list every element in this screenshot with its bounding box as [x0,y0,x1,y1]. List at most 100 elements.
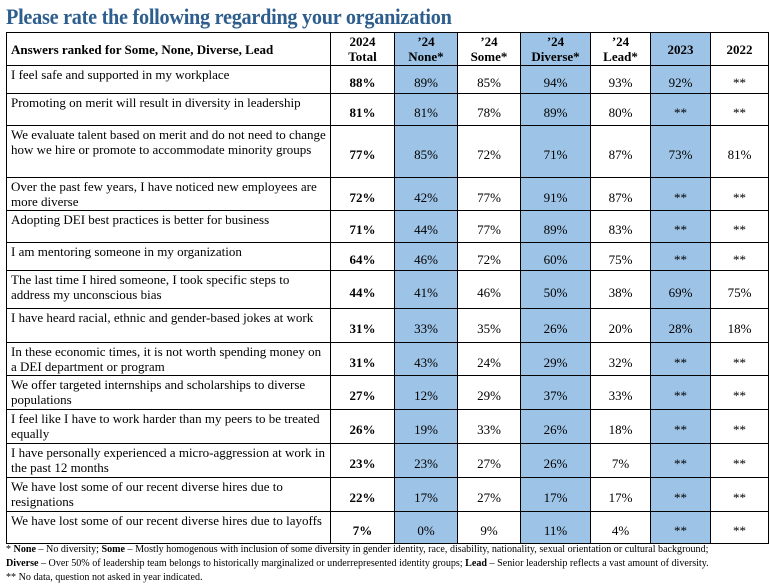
value-cell: 22% [330,477,395,512]
value-cell: 27% [330,375,395,410]
footnotes: * None – No diversity; Some – Mostly hom… [6,543,741,585]
def-none: – No diversity; [35,544,102,555]
page-title: Please rate the following regarding your… [6,4,452,29]
table-row: I have heard racial, ethnic and gender-b… [6,308,769,343]
table-row: We evaluate talent based on merit and do… [6,125,769,178]
value-cell: 26% [520,308,591,343]
question-cell: The last time I hired someone, I took sp… [6,270,331,309]
value-cell: ** [710,375,769,410]
value-cell: 89% [394,65,458,94]
value-cell: 94% [520,65,591,94]
value-cell: 87% [590,125,651,178]
value-cell: ** [650,477,711,512]
value-cell: 71% [330,210,395,243]
value-cell: 24% [457,342,521,376]
value-cell: 81% [710,125,769,178]
term-none: None [13,544,36,555]
value-cell: 29% [457,375,521,410]
footnote-no-data: ** No data, question not asked in year i… [6,572,203,583]
value-cell: 33% [394,308,458,343]
value-cell: ** [710,93,769,126]
value-cell: 89% [520,93,591,126]
question-cell: I feel like I have to work harder than m… [6,409,331,444]
value-cell: 64% [330,242,395,271]
value-cell: 7% [590,443,651,478]
value-cell: 17% [590,477,651,512]
question-cell: Promoting on merit will result in divers… [6,93,331,126]
question-cell: Over the past few years, I have noticed … [6,177,331,211]
value-cell: 20% [590,308,651,343]
question-cell: We have lost some of our recent diverse … [6,511,331,544]
value-cell: 60% [520,242,591,271]
value-cell: 19% [394,409,458,444]
footnote-definitions: * None – No diversity; Some – Mostly hom… [6,543,741,571]
value-cell: 33% [457,409,521,444]
value-cell: 18% [590,409,651,444]
value-cell: ** [650,375,711,410]
table-row: The last time I hired someone, I took sp… [6,270,769,309]
value-cell: 26% [520,409,591,444]
header-question: Answers ranked for Some, None, Diverse, … [6,32,331,66]
value-cell: ** [650,93,711,126]
value-cell: 72% [330,177,395,211]
value-cell: 72% [457,125,521,178]
question-cell: Adopting DEI best practices is better fo… [6,210,331,243]
value-cell: 81% [330,93,395,126]
table-row: We have lost some of our recent diverse … [6,477,769,512]
value-cell: ** [710,443,769,478]
value-cell: 71% [520,125,591,178]
value-cell: 88% [330,65,395,94]
value-cell: 77% [457,177,521,211]
table-row: Adopting DEI best practices is better fo… [6,210,769,243]
value-cell: 80% [590,93,651,126]
footnote-star: * [6,544,14,555]
value-cell: 26% [330,409,395,444]
value-cell: 28% [650,308,711,343]
value-cell: 42% [394,177,458,211]
value-cell: ** [650,210,711,243]
question-cell: In these economic times, it is not worth… [6,342,331,376]
value-cell: ** [710,210,769,243]
value-cell: 89% [520,210,591,243]
table-row: I have personally experienced a micro-ag… [6,443,769,478]
table-row: Promoting on merit will result in divers… [6,93,769,126]
value-cell: 77% [457,210,521,243]
value-cell: 29% [520,342,591,376]
value-cell: 46% [394,242,458,271]
value-cell: ** [650,511,711,544]
value-cell: ** [710,242,769,271]
table-row: We offer targeted internships and schola… [6,375,769,410]
value-cell: ** [710,342,769,376]
value-cell: 44% [330,270,395,309]
value-cell: 92% [650,65,711,94]
value-cell: 27% [457,477,521,512]
value-cell: 4% [590,511,651,544]
value-cell: 50% [520,270,591,309]
value-cell: 38% [590,270,651,309]
value-cell: 87% [590,177,651,211]
table-row: In these economic times, it is not worth… [6,342,769,376]
value-cell: 37% [520,375,591,410]
value-cell: 0% [394,511,458,544]
question-cell: We have lost some of our recent diverse … [6,477,331,512]
value-cell: 7% [330,511,395,544]
value-cell: 17% [394,477,458,512]
value-cell: ** [650,443,711,478]
header-24-lead: ’24 Lead* [590,32,651,66]
header-2023: 2023 [650,32,711,66]
value-cell: ** [650,342,711,376]
header-24-diverse: ’24 Diverse* [520,32,591,66]
def-lead: – Senior leadership reflects a vast amou… [487,558,709,569]
value-cell: 72% [457,242,521,271]
value-cell: 85% [394,125,458,178]
value-cell: 9% [457,511,521,544]
value-cell: 32% [590,342,651,376]
question-cell: I have heard racial, ethnic and gender-b… [6,308,331,343]
value-cell: 91% [520,177,591,211]
term-diverse: Diverse [6,558,39,569]
value-cell: 83% [590,210,651,243]
def-diverse: – Over 50% of leadership team belongs to… [38,558,466,569]
value-cell: 81% [394,93,458,126]
value-cell: 31% [330,342,395,376]
value-cell: 26% [520,443,591,478]
